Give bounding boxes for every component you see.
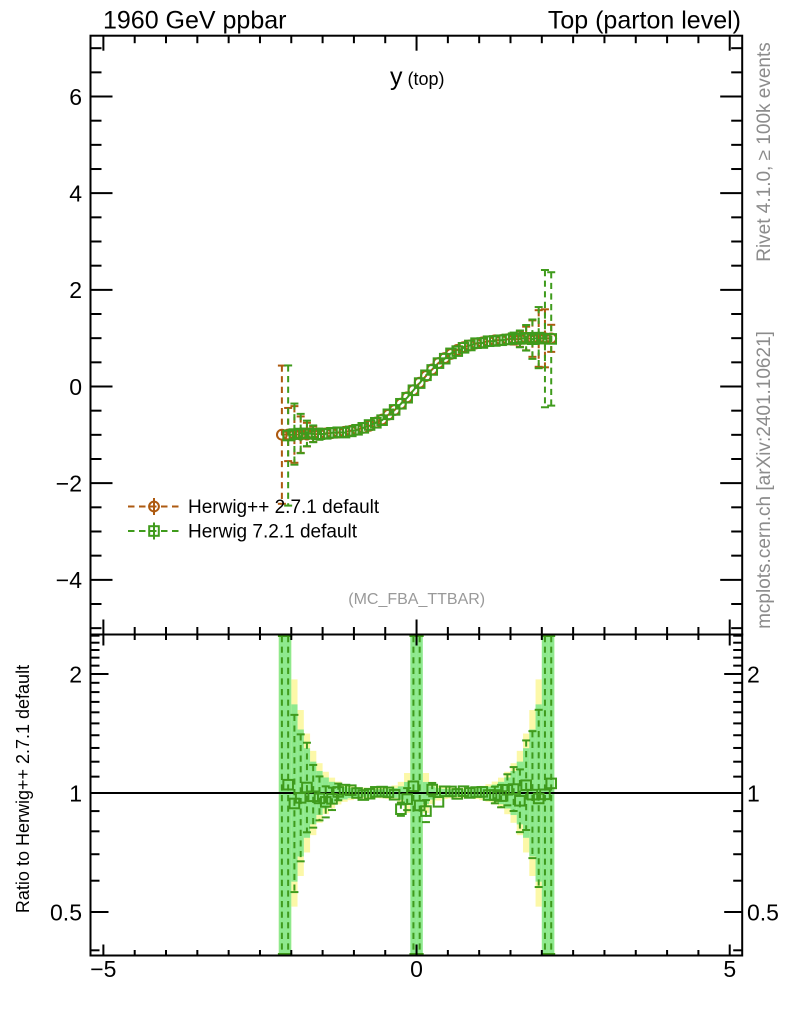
svg-text:2: 2 [747,661,760,687]
svg-text:Herwig 7.2.1 default: Herwig 7.2.1 default [188,522,358,543]
svg-text:4: 4 [69,180,82,206]
svg-text:−5: −5 [90,956,116,982]
svg-text:0: 0 [410,956,423,982]
svg-text:−4: −4 [56,567,82,593]
svg-text:5: 5 [723,956,736,982]
svg-text:6: 6 [69,84,82,110]
svg-text:2: 2 [69,277,82,303]
svg-text:Ratio to Herwig++ 2.7.1 defaul: Ratio to Herwig++ 2.7.1 default [13,665,33,913]
svg-text:1960 GeV ppbar: 1960 GeV ppbar [103,7,286,35]
svg-text:Top (parton level): Top (parton level) [548,7,741,35]
svg-text:1: 1 [69,780,82,806]
svg-text:0.5: 0.5 [747,899,779,925]
svg-text:1: 1 [747,780,760,806]
svg-text:(MC_FBA_TTBAR): (MC_FBA_TTBAR) [348,591,485,608]
svg-text:Rivet 4.1.0, ≥ 100k events: Rivet 4.1.0, ≥ 100k events [754,42,775,262]
svg-text:2: 2 [69,661,82,687]
svg-text:−2: −2 [56,470,82,496]
svg-text:0: 0 [69,374,82,400]
svg-text:Herwig++ 2.7.1 default: Herwig++ 2.7.1 default [188,497,380,518]
svg-text:mcplots.cern.ch [arXiv:2401.10: mcplots.cern.ch [arXiv:2401.10621] [754,331,775,629]
svg-text:0.5: 0.5 [50,899,82,925]
